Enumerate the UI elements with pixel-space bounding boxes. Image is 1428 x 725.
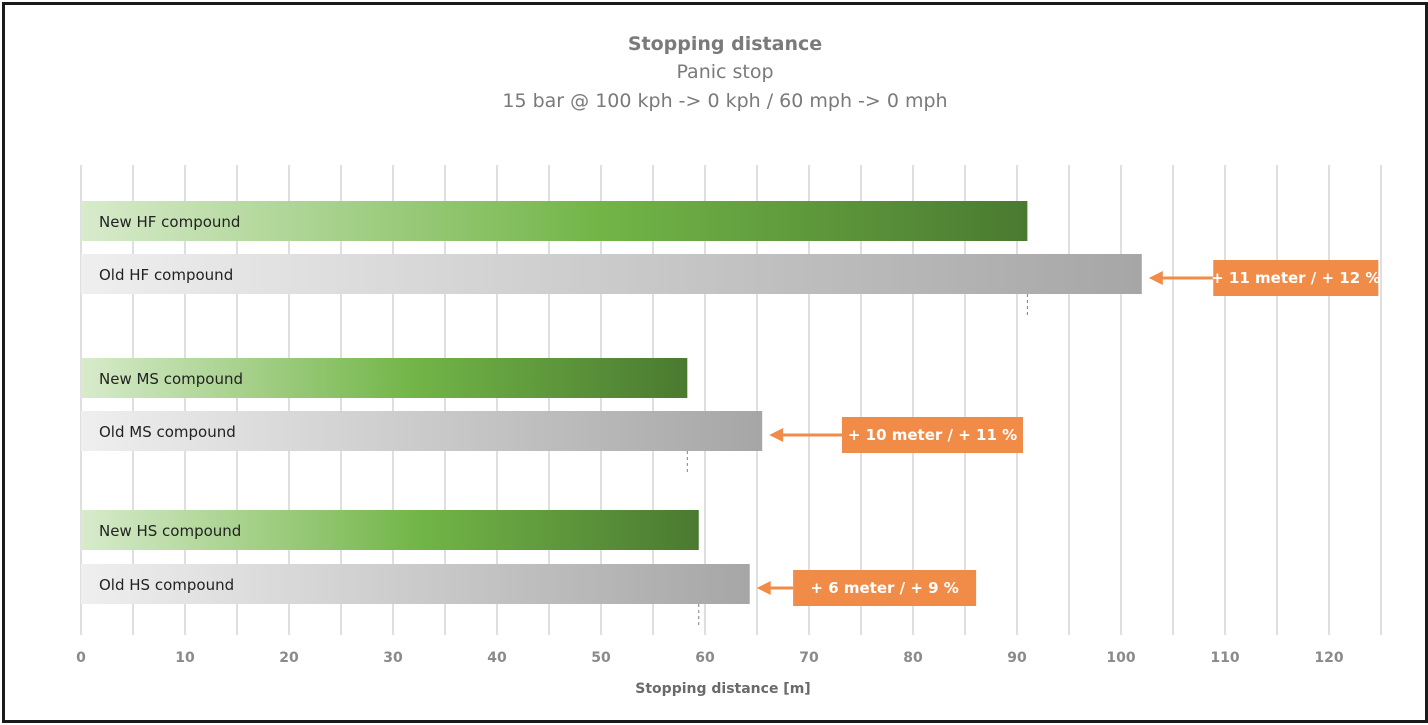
bar-old-hs-compound (81, 564, 750, 604)
bar-label: Old HF compound (99, 266, 233, 284)
x-tick-label: 0 (76, 650, 86, 666)
annotation-callout: + 11 meter / + 12 % (1148, 260, 1380, 296)
bar-label: New HS compound (99, 522, 241, 540)
x-tick-label: 90 (1007, 650, 1027, 666)
bar-new-ms-compound (81, 358, 688, 398)
x-tick-label: 20 (279, 650, 299, 666)
x-axis-ticks: 0 10 20 30 40 50 60 70 80 90 100 110 120 (76, 650, 1344, 666)
x-tick-label: 40 (487, 650, 507, 666)
x-tick-label: 30 (383, 650, 403, 666)
callout-arrow-head (756, 581, 771, 595)
bar-old-hf-compound (81, 254, 1142, 294)
gridlines (80, 165, 1382, 635)
x-tick-label: 50 (591, 650, 611, 666)
bars: New HF compound Old HF compound New MS com… (81, 201, 1142, 626)
callout-box (842, 417, 1023, 453)
bar-new-hs-compound (81, 510, 699, 550)
x-axis-label: Stopping distance [m] (635, 681, 810, 697)
bar-old-ms-compound (81, 411, 763, 451)
x-tick-label: 70 (799, 650, 819, 666)
bar-label: Old HS compound (99, 576, 234, 594)
callout-label: + 6 meter / + 9 % (810, 579, 958, 597)
annotation-callout: + 6 meter / + 9 % (756, 570, 977, 606)
annotation-callout: + 10 meter / + 11 % (769, 417, 1023, 453)
x-tick-label: 10 (175, 650, 195, 666)
callout-arrow-head (1148, 271, 1163, 285)
callout-box (793, 570, 977, 606)
callout-label: + 10 meter / + 11 % (848, 426, 1017, 444)
chart-subtitle-1: Panic stop (676, 61, 773, 83)
callout-arrow-head (769, 428, 784, 442)
chart-subtitle-2: 15 bar @ 100 kph -> 0 kph / 60 mph -> 0 … (502, 90, 947, 112)
annotations: + 11 meter / + 12 % + 10 meter / + 11 % + … (756, 260, 1380, 606)
bar-label: New HF compound (99, 213, 240, 231)
x-tick-label: 80 (903, 650, 923, 666)
x-tick-label: 60 (695, 650, 715, 666)
x-tick-label: 120 (1314, 650, 1343, 666)
bar-new-hf-compound (81, 201, 1028, 241)
bar-label: New MS compound (99, 370, 243, 388)
chart-title: Stopping distance (628, 33, 822, 55)
bar-chart: Stopping distance Panic stop 15 bar @ 10… (76, 33, 1382, 697)
callout-label: + 11 meter / + 12 % (1211, 269, 1380, 287)
bar-label: Old MS compound (99, 423, 236, 441)
x-tick-label: 100 (1106, 650, 1135, 666)
x-tick-label: 110 (1210, 650, 1239, 666)
callout-box (1213, 260, 1379, 296)
